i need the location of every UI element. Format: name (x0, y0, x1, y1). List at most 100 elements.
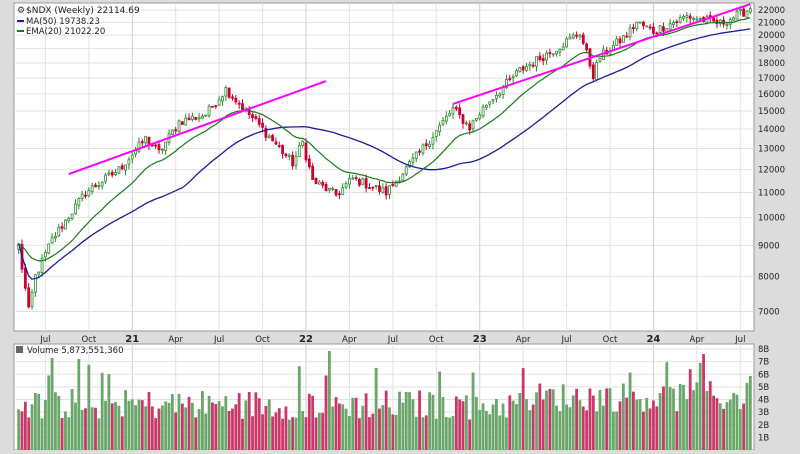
time-tick-label: Jul (39, 335, 50, 345)
candle-body (84, 194, 87, 197)
volume-bar (201, 391, 204, 450)
time-tick-label: Jul (213, 335, 224, 345)
volume-bar (672, 388, 675, 450)
candle-body (565, 38, 568, 48)
candle-body (180, 121, 184, 125)
candle-body (525, 66, 528, 71)
volume-bar (374, 367, 378, 450)
volume-bar (531, 404, 535, 450)
volume-bar (438, 371, 442, 450)
candle-body (374, 185, 378, 188)
volume-bar (127, 400, 131, 450)
volume-bar (284, 406, 288, 450)
candle-body (37, 271, 41, 275)
volume-bar (354, 397, 358, 450)
candle-body (261, 122, 264, 128)
volume-bar (70, 388, 74, 450)
volume-bar (434, 418, 438, 450)
candle-body (551, 53, 555, 56)
volume-bar (117, 405, 121, 450)
volume-bar (40, 418, 44, 450)
candle-body (114, 172, 117, 175)
volume-bar (344, 408, 348, 450)
volume-bar (120, 416, 124, 450)
volume-bar (124, 390, 127, 450)
candle-body (307, 158, 311, 168)
volume-bar (675, 411, 679, 450)
candle-body (441, 120, 445, 125)
volume-bar (378, 408, 381, 450)
volume-bar (234, 404, 238, 450)
candle-body (137, 141, 141, 152)
volume-bar (424, 415, 428, 450)
candle-body (311, 165, 315, 180)
candle-body (227, 87, 231, 98)
candle-body (334, 189, 338, 196)
candle-body (107, 172, 111, 175)
candle-body (187, 117, 191, 121)
trendlines (68, 3, 751, 175)
candle-body (625, 35, 629, 38)
volume-bar (140, 400, 144, 450)
volume-bar (231, 408, 234, 450)
candle-body (281, 145, 285, 155)
volume-bar (725, 402, 729, 450)
volume-bar (324, 375, 328, 450)
candle-body (130, 154, 134, 160)
candle-body (464, 122, 468, 125)
candle-body (401, 173, 405, 181)
volume-bar (160, 405, 164, 450)
candle-body (304, 142, 308, 161)
candle-body (591, 64, 595, 80)
volume-bar (588, 388, 592, 450)
volume-bar (194, 417, 198, 450)
volume-bar (682, 384, 685, 450)
candle-body (735, 10, 739, 20)
time-tick-label: Apr (168, 335, 183, 345)
candle-body (174, 129, 178, 132)
candle-body (80, 193, 84, 199)
volume-bar (571, 395, 575, 450)
price-tick-label: 22000 (758, 6, 785, 16)
volume-bar (314, 417, 318, 450)
volume-bar (251, 416, 254, 450)
candle-body (478, 114, 482, 119)
candle-body (341, 187, 345, 196)
candle-body (381, 187, 385, 193)
volume-bar (745, 383, 749, 450)
volume-bar (247, 392, 251, 450)
candle-body (221, 96, 224, 102)
volume-bar (177, 393, 181, 450)
volume-bar (30, 404, 34, 450)
volume-bar (411, 399, 415, 450)
volume-bar (618, 401, 622, 450)
candle-body (491, 99, 495, 102)
volume-bar (451, 416, 455, 450)
candle-body (348, 178, 351, 185)
volume-bar (107, 374, 111, 450)
candle-body (157, 144, 161, 151)
price-tick-label: 12000 (758, 166, 785, 176)
candle-body (578, 34, 582, 38)
candle-body (421, 144, 425, 154)
volume-bar (307, 393, 311, 450)
volume-bar (341, 404, 345, 450)
volume-bar (538, 383, 542, 450)
volume-bar (441, 397, 445, 450)
volume-tick-label: 1B (758, 433, 769, 443)
volume-bar (197, 409, 201, 450)
volume-bar (458, 399, 462, 450)
candle-body (508, 78, 512, 80)
candle-body (33, 274, 37, 293)
candle-body (317, 181, 321, 185)
candle-body (404, 166, 408, 175)
volume-bar (484, 410, 488, 450)
candle-body (120, 165, 124, 170)
candle-body (685, 15, 689, 19)
candle-body (461, 114, 465, 124)
candle-body (264, 127, 268, 138)
volume-bar (748, 375, 752, 450)
volume-tick-label: 7B (758, 358, 769, 368)
candle-body (267, 135, 271, 139)
